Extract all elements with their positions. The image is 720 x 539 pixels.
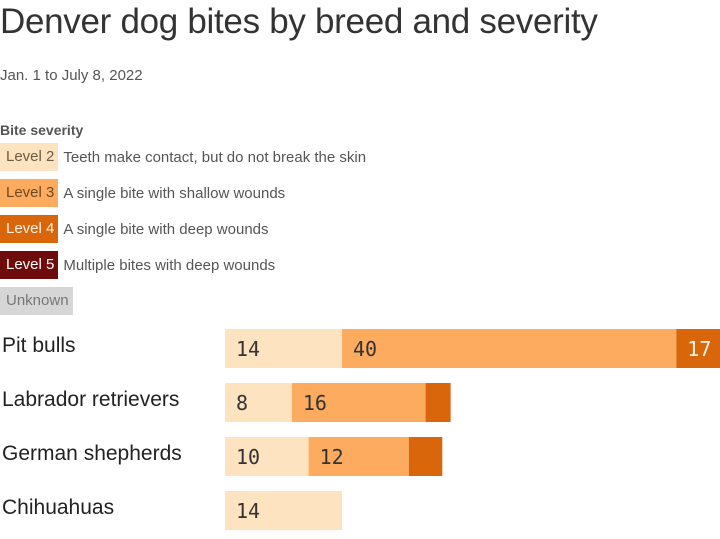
bar-segment-level4: [425, 383, 451, 422]
bar-segment-level3: [308, 437, 409, 476]
legend-title: Bite severity: [0, 122, 84, 138]
bar-segment-level2: [225, 437, 309, 476]
category-label: Pit bulls: [2, 334, 76, 357]
legend-description: Teeth make contact, but do not break the…: [63, 148, 367, 166]
bar-segment-level4: [676, 329, 720, 368]
legend-description: A single bite with deep wounds: [63, 220, 269, 238]
bar-segment-level2: [225, 491, 342, 530]
data-label: 14: [236, 337, 260, 361]
legend-swatch: Level 2: [0, 143, 59, 171]
data-label: 8: [236, 391, 248, 415]
legend-description: A single bite with shallow wounds: [63, 184, 286, 202]
data-label: 16: [303, 391, 327, 415]
bar-segment-level2: [225, 383, 292, 422]
data-label: 40: [353, 337, 377, 361]
bar-segment-level4: [408, 437, 443, 476]
chart-title: Denver dog bites by breed and severity: [0, 2, 598, 41]
bar-segment-level3: [342, 329, 677, 368]
data-label: 17: [687, 337, 711, 361]
chart-subtitle: Jan. 1 to July 8, 2022: [0, 67, 143, 84]
category-label: German shepherds: [2, 442, 182, 465]
legend-swatch: Level 4: [0, 215, 59, 243]
data-label: 10: [236, 445, 260, 469]
legend-swatch: Unknown: [0, 287, 73, 315]
data-label: 14: [236, 499, 260, 523]
bar-segment-level3: [291, 383, 426, 422]
legend-description: Multiple bites with deep wounds: [63, 256, 276, 274]
legend-swatch: Level 3: [0, 179, 59, 207]
legend-item-level5: Level 5 Multiple bites with deep wounds: [0, 251, 275, 279]
bar-segment-level2: [225, 329, 342, 368]
legend-item-unknown: Unknown: [0, 287, 73, 315]
category-label: Chihuahuas: [2, 496, 115, 519]
data-label: 12: [320, 445, 344, 469]
legend-swatch: Level 5: [0, 251, 59, 279]
category-label: Labrador retrievers: [2, 388, 180, 411]
legend-item-level2: Level 2 Teeth make contact, but do not br…: [0, 143, 366, 171]
